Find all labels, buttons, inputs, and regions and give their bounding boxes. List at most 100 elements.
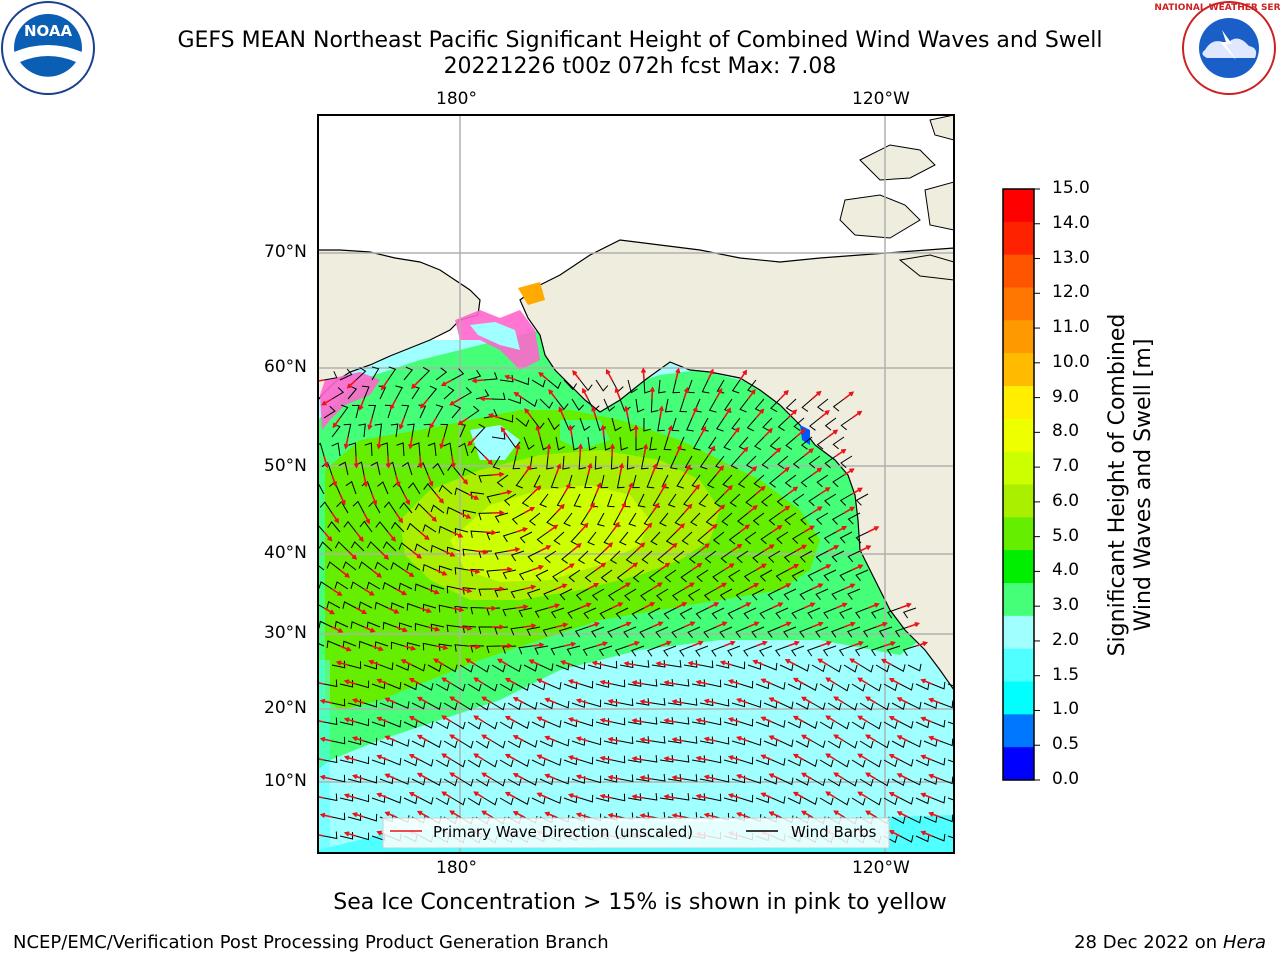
wind-barb (791, 607, 805, 619)
wave-direction-arrow (675, 444, 682, 457)
wind-barb (568, 569, 581, 583)
wind-barb (406, 522, 421, 533)
wave-direction-arrow (504, 753, 517, 761)
wave-direction-arrow (888, 678, 901, 685)
wind-barb (352, 500, 365, 514)
wind-barb (379, 662, 394, 671)
wave-direction-arrow (376, 716, 389, 723)
wave-direction-arrow (675, 523, 685, 533)
wind-barb (323, 717, 338, 726)
wind-barb (615, 607, 629, 620)
wave-direction-arrow (523, 464, 532, 476)
wind-barb (663, 436, 672, 451)
wind-barb (792, 493, 805, 507)
wind-barb (808, 455, 821, 469)
wave-direction-arrow (481, 734, 493, 742)
wave-direction-arrow (760, 678, 773, 685)
wave-direction-arrow (331, 588, 343, 596)
wind-barb (875, 664, 890, 673)
wave-direction-arrow (465, 658, 477, 666)
graticule (318, 115, 954, 853)
wind-barb (451, 797, 466, 806)
wind-barb (719, 588, 733, 601)
wave-direction-arrow (760, 716, 773, 723)
wind-barb (382, 621, 397, 630)
wind-barb (707, 717, 722, 726)
wave-direction-arrow (896, 697, 909, 704)
wave-direction-arrow (353, 455, 360, 469)
wind-barb (544, 550, 557, 564)
wind-barb (611, 755, 626, 764)
wave-direction-arrow (319, 736, 333, 742)
wind-barb (675, 679, 690, 687)
wave-direction-arrow (835, 448, 847, 457)
wave-direction-arrow (803, 602, 816, 609)
wind-barb (715, 698, 730, 707)
wind-barb (831, 588, 845, 600)
wind-barb (855, 493, 869, 506)
wind-barb (915, 758, 930, 767)
wind-barb (667, 659, 682, 668)
wind-barb (535, 569, 549, 582)
wave-direction-arrow (319, 812, 333, 818)
wind-barb (475, 423, 486, 438)
wind-barb (503, 493, 517, 506)
wind-barb (526, 588, 541, 600)
wave-direction-arrow (614, 387, 621, 400)
wind-barb (546, 455, 554, 470)
wave-direction-arrow (539, 545, 552, 552)
wave-direction-arrow (419, 398, 429, 409)
colorbar-frame (1002, 188, 1035, 781)
wind-barb (883, 759, 898, 768)
wind-barb (801, 398, 813, 412)
wind-barb (658, 379, 666, 394)
wind-barb (507, 396, 522, 404)
wave-direction-arrow (663, 718, 677, 724)
wind-barb (515, 417, 530, 428)
wind-barb (531, 379, 546, 388)
wave-direction-arrow (384, 735, 397, 742)
wind-barb (494, 588, 509, 598)
wave-direction-arrow (351, 736, 365, 742)
wind-barb (635, 698, 650, 706)
wind-barb (350, 581, 365, 590)
wind-barb (894, 626, 909, 638)
wind-barb (891, 778, 906, 786)
wave-direction-arrow (439, 436, 445, 450)
wind-barb (627, 379, 638, 394)
colorbar-label-line1: Significant Height of Combined (1105, 314, 1130, 657)
wave-direction-arrow (763, 427, 773, 438)
wind-barb (462, 467, 477, 476)
wind-barb (355, 832, 370, 841)
wave-direction-arrow (899, 602, 912, 609)
wind-barb (759, 569, 773, 582)
wave-direction-arrow (459, 474, 469, 485)
wave-direction-arrow (865, 734, 877, 742)
wave-direction-arrow (683, 464, 691, 476)
wind-barb (534, 645, 549, 655)
wind-barb (799, 550, 813, 563)
wind-barb (555, 700, 570, 709)
wind-barb (705, 512, 717, 527)
wind-barb (430, 504, 445, 514)
wave-direction-arrow (640, 367, 647, 381)
wind-barb (491, 664, 506, 673)
wave-direction-arrow (321, 398, 333, 406)
wave-direction-arrow (500, 426, 509, 438)
wind-barb (395, 385, 403, 400)
wind-barb (347, 385, 358, 400)
wind-barb (475, 778, 490, 787)
wind-barb (348, 442, 357, 457)
colorbar-band (1003, 287, 1034, 321)
wave-direction-arrow (371, 493, 378, 506)
wind-barb (883, 683, 898, 692)
wave-direction-arrow (544, 773, 557, 780)
wind-barb (855, 607, 869, 619)
wind-barb (454, 567, 469, 575)
wave-direction-arrow (513, 391, 525, 400)
wind-barb (650, 531, 661, 546)
wind-barb (716, 417, 725, 432)
wind-barb (891, 740, 906, 748)
wind-barb (752, 512, 765, 526)
wind-barb (483, 409, 498, 419)
